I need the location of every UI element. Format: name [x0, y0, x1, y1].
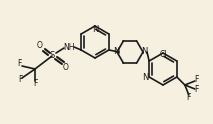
Text: F: F — [33, 79, 37, 89]
Text: N: N — [141, 47, 147, 57]
Text: F: F — [18, 76, 22, 84]
Text: S: S — [49, 51, 55, 61]
Text: O: O — [37, 41, 43, 49]
Text: O: O — [63, 62, 69, 72]
Text: N: N — [113, 47, 119, 57]
Text: F: F — [195, 86, 199, 94]
Text: N: N — [92, 25, 98, 34]
Text: F: F — [187, 93, 191, 103]
Text: F: F — [17, 60, 21, 68]
Text: N: N — [142, 73, 148, 81]
Text: F: F — [195, 76, 199, 84]
Text: Cl: Cl — [159, 50, 167, 59]
Text: NH: NH — [63, 43, 75, 51]
